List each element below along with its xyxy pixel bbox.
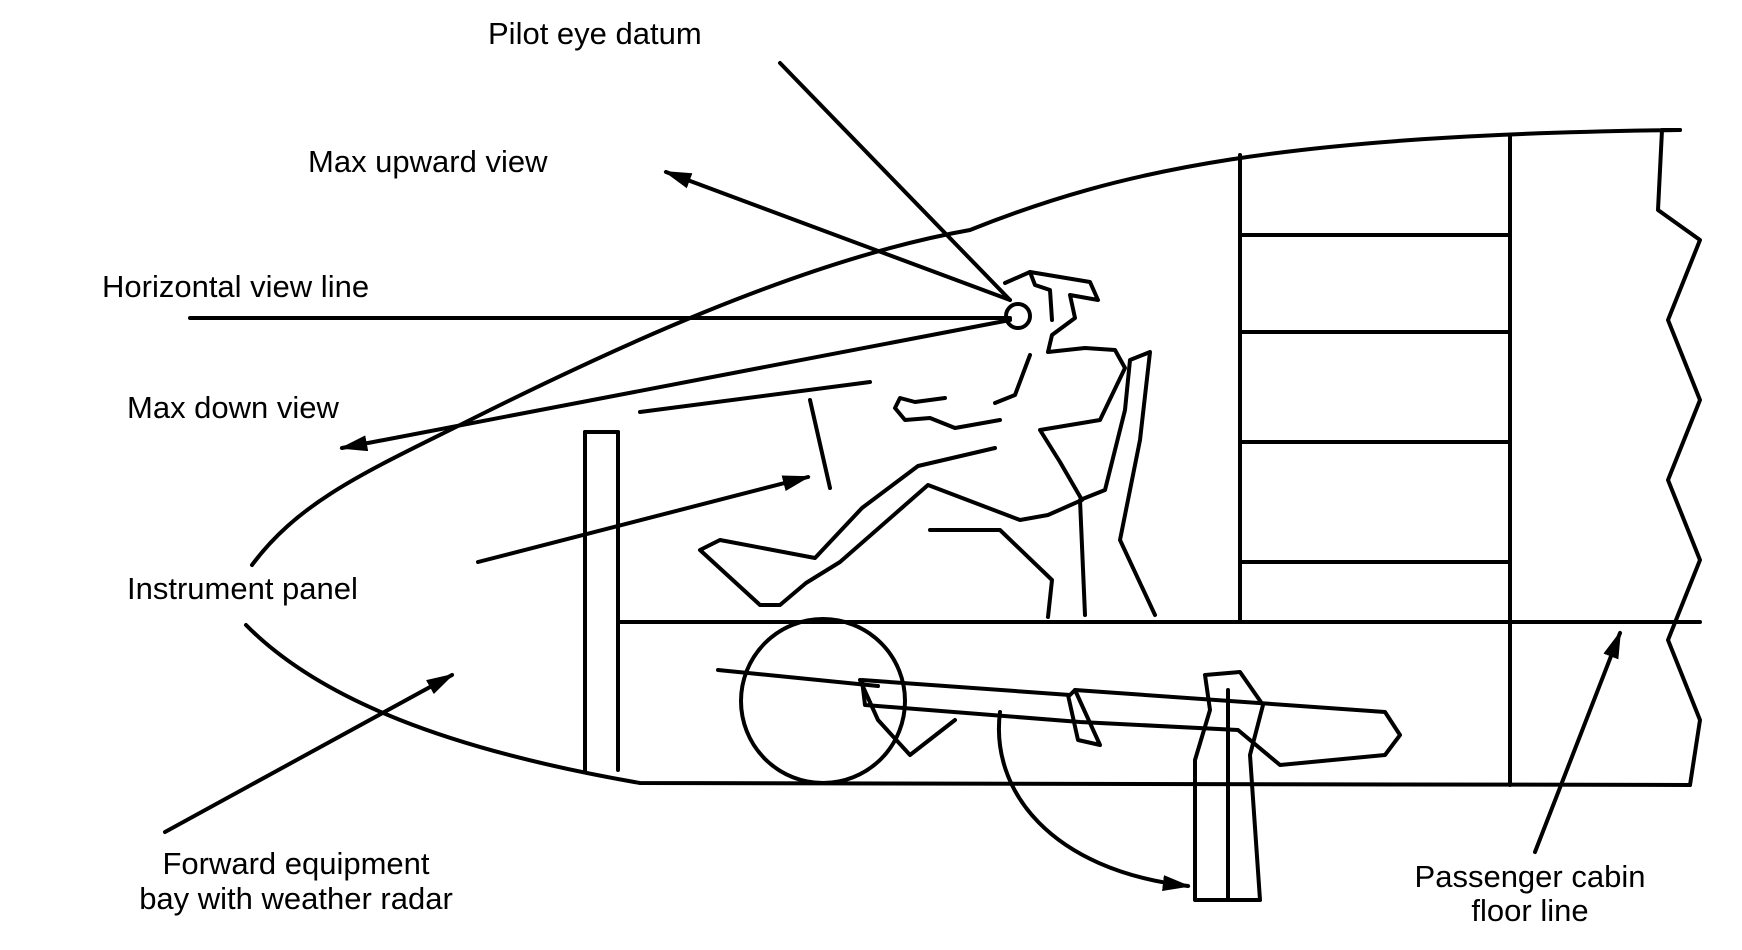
cockpit-floor [583, 430, 1702, 774]
instrument-panel-arrow [476, 475, 811, 564]
label-instrument-panel: Instrument panel [127, 571, 358, 606]
diagram-labels: Pilot eye datum Max upward view Horizont… [102, 16, 1645, 928]
gear-retraction-arrow [996, 710, 1191, 892]
pilot-eye-datum-line [778, 61, 1012, 302]
passenger-cabin-structure [1238, 133, 1512, 787]
label-pilot-eye-datum: Pilot eye datum [488, 16, 702, 51]
label-max-upward-view: Max upward view [308, 144, 548, 179]
max-down-view-arrow [339, 318, 1012, 452]
label-passenger-cabin-line1: Passenger cabin [1415, 859, 1646, 894]
max-upward-view-arrow [663, 170, 1012, 302]
label-max-down-view: Max down view [127, 390, 340, 425]
fuselage-outline [244, 128, 1702, 787]
forward-equipment-bay-arrow [163, 673, 455, 834]
pilot-figure [698, 270, 1127, 607]
label-forward-equipment-bay-line2: bay with weather radar [139, 881, 453, 916]
view-lines [163, 61, 1622, 892]
label-forward-equipment-bay-line1: Forward equipment [162, 846, 429, 881]
nose-gear [716, 617, 1402, 902]
label-passenger-cabin-line2: floor line [1471, 893, 1588, 928]
label-horizontal-view-line: Horizontal view line [102, 269, 369, 304]
windshield [638, 380, 872, 490]
passenger-cabin-floor-arrow [1533, 630, 1622, 854]
pilot-seat [928, 350, 1157, 619]
